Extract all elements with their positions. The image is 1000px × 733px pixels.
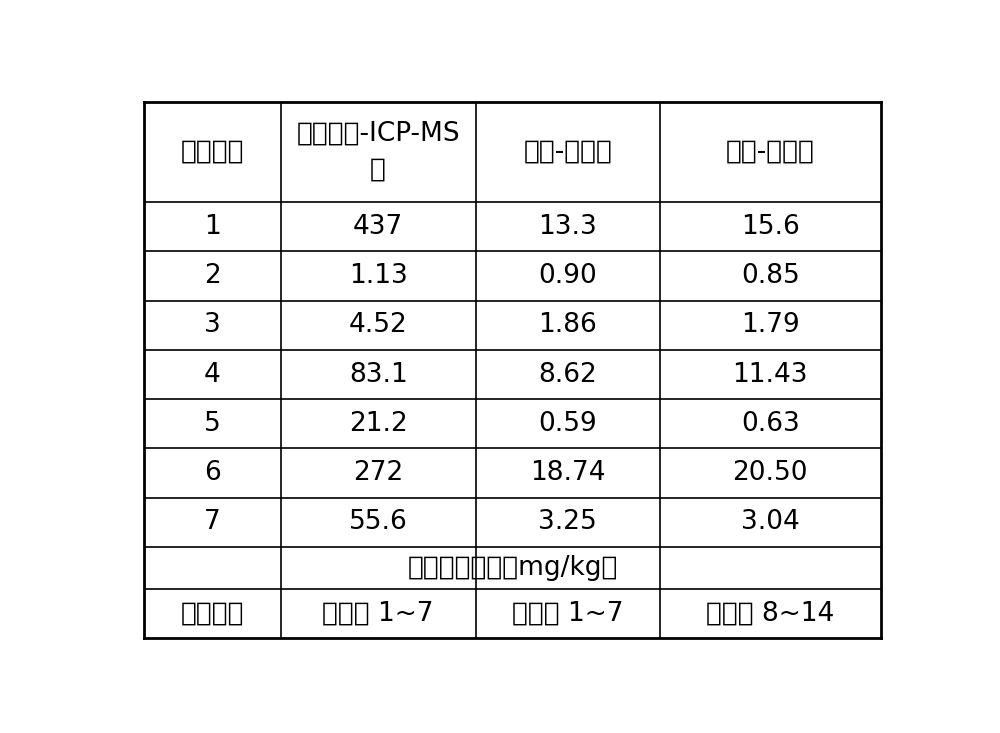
Text: 1: 1 [204,213,221,240]
Text: 11.43: 11.43 [732,361,808,388]
Text: 18.74: 18.74 [530,460,605,486]
Text: 7: 7 [204,509,221,535]
Text: 盐酸-银盐法: 盐酸-银盐法 [523,139,612,165]
Text: 0.85: 0.85 [741,263,800,289]
Text: 实施例 1~7: 实施例 1~7 [322,600,434,627]
Text: 0.63: 0.63 [741,411,800,437]
Text: 1.13: 1.13 [349,263,408,289]
Text: 微波消解-ICP-MS
法: 微波消解-ICP-MS 法 [296,121,460,183]
Text: 1.86: 1.86 [538,312,597,338]
Text: 4.52: 4.52 [349,312,408,338]
Text: 20.50: 20.50 [732,460,808,486]
Text: 对比例 1~7: 对比例 1~7 [512,600,623,627]
Text: 8.62: 8.62 [538,361,597,388]
Text: 6: 6 [204,460,221,486]
Text: 272: 272 [353,460,403,486]
Text: 0.59: 0.59 [538,411,597,437]
Text: 1.79: 1.79 [741,312,800,338]
Text: 55.6: 55.6 [349,509,408,535]
Text: 2: 2 [204,263,221,289]
Text: 盐酸-荧光法: 盐酸-荧光法 [726,139,815,165]
Text: 对比例 8~14: 对比例 8~14 [706,600,834,627]
Text: 样品批次: 样品批次 [181,139,244,165]
Text: 4: 4 [204,361,221,388]
Text: 437: 437 [353,213,403,240]
Text: 3: 3 [204,312,221,338]
Text: 3.25: 3.25 [538,509,597,535]
Text: 83.1: 83.1 [349,361,408,388]
Text: 13.3: 13.3 [538,213,597,240]
Text: 5: 5 [204,411,221,437]
Text: 15.6: 15.6 [741,213,800,240]
Text: 0.90: 0.90 [538,263,597,289]
Text: 竖列排序: 竖列排序 [181,600,244,627]
Text: 21.2: 21.2 [349,411,408,437]
Text: 试样总砷含量（mg/kg）: 试样总砷含量（mg/kg） [407,555,618,581]
Text: 3.04: 3.04 [741,509,800,535]
